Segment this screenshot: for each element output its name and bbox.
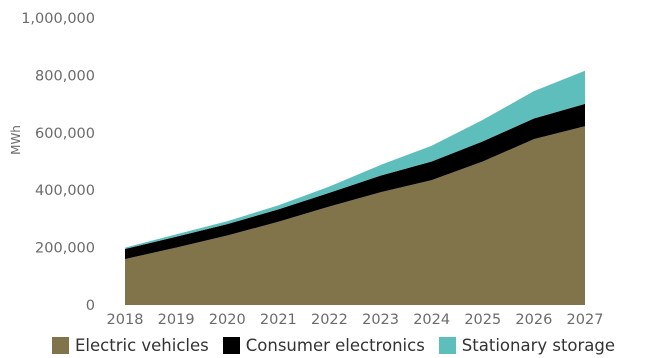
y-tick-label: 600,000 xyxy=(35,126,95,142)
x-tick-label: 2025 xyxy=(464,312,501,328)
legend-swatch xyxy=(438,336,456,354)
legend-swatch xyxy=(222,336,240,354)
y-axis-label: MWh xyxy=(9,125,23,155)
legend-item: Electric vehicles xyxy=(52,336,209,355)
x-tick-label: 2024 xyxy=(413,312,450,328)
x-axis-ticks: 2018 2019 2020 2021 2022 2023 2024 2025 2026 2027 xyxy=(107,312,604,328)
legend-label: Electric vehicles xyxy=(75,335,209,355)
y-axis-ticks: 0 200,000 400,000 600,000 800,000 1,000,000 xyxy=(21,11,95,314)
y-tick-label: 1,000,000 xyxy=(21,11,95,27)
x-tick-label: 2023 xyxy=(362,312,399,328)
x-tick-label: 2020 xyxy=(209,312,246,328)
y-tick-label: 400,000 xyxy=(35,183,95,199)
y-tick-label: 800,000 xyxy=(35,68,95,84)
legend-label: Consumer electronics xyxy=(245,335,425,355)
chart-legend: Electric vehicles Consumer electronics Sta… xyxy=(52,334,629,356)
y-tick-label: 200,000 xyxy=(35,241,95,257)
legend-item: Stationary storage xyxy=(438,335,616,355)
area-consumer-electronics xyxy=(125,103,585,260)
legend-label: Stationary storage xyxy=(461,335,616,355)
x-tick-label: 2022 xyxy=(311,312,348,328)
x-tick-label: 2018 xyxy=(107,312,144,328)
x-tick-label: 2026 xyxy=(515,312,552,328)
legend-item: Consumer electronics xyxy=(222,335,425,355)
y-tick-label: 0 xyxy=(86,298,95,314)
legend-swatch xyxy=(52,336,69,354)
x-tick-label: 2019 xyxy=(158,312,195,328)
area-electric-vehicles xyxy=(125,126,585,305)
x-tick-label: 2021 xyxy=(260,312,297,328)
x-tick-label: 2027 xyxy=(567,312,604,328)
area-series-group xyxy=(125,70,585,305)
